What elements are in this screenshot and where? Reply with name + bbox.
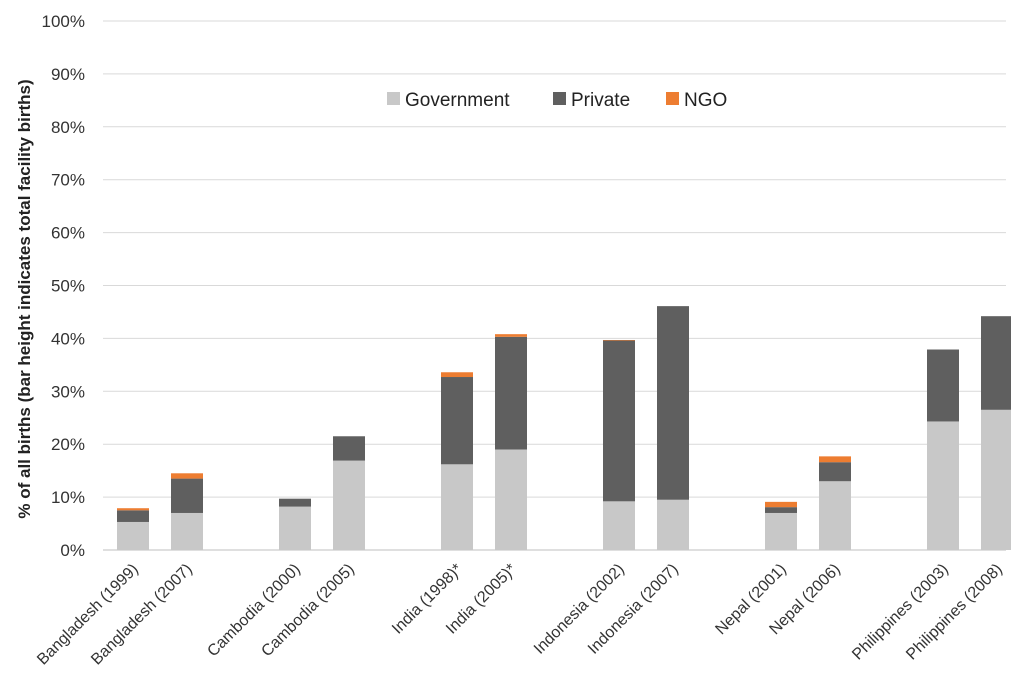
y-tick-labels: 0% 10% 20% 30% 40% 50% 60% 70% 80% 90% 100% — [42, 12, 85, 560]
x-category-label: Bangladesh (2007) — [88, 561, 196, 669]
legend-label-private: Private — [571, 90, 630, 111]
bar-segment-government — [279, 506, 311, 550]
bar-segment-government — [333, 460, 365, 550]
bar-segment-private — [819, 462, 851, 482]
bar-segment-government — [603, 501, 635, 550]
bar-segment-ngo — [819, 456, 851, 463]
x-category-label: Philippines (2008) — [903, 561, 1006, 664]
bar-segment-private — [765, 507, 797, 513]
x-category-label: Philippines (2003) — [849, 561, 952, 664]
y-tick-label: 40% — [51, 329, 85, 348]
bar-segment-ngo — [441, 372, 473, 378]
bar-segment-private — [279, 498, 311, 507]
bar-segment-private — [117, 510, 149, 522]
legend-swatch-private — [553, 92, 566, 105]
bar-segment-private — [657, 306, 689, 500]
y-tick-label: 80% — [51, 118, 85, 137]
bar-segment-private — [333, 436, 365, 461]
bar-segment-government — [117, 521, 149, 550]
legend-swatch-ngo — [666, 92, 679, 105]
bar-segment-government — [981, 409, 1011, 550]
bar-segment-government — [765, 512, 797, 550]
x-category-labels: Bangladesh (1999)Bangladesh (2007) Cambod… — [34, 561, 1006, 669]
legend-label-government: Government — [405, 90, 510, 111]
bar-segment-government — [819, 481, 851, 550]
bar-segment-ngo — [765, 501, 797, 508]
bar-segment-private — [981, 316, 1011, 410]
bar-segment-ngo — [117, 508, 149, 511]
y-axis-title: % of all births (bar height indicates to… — [15, 79, 34, 518]
bar-stacks — [117, 306, 1011, 550]
bar-segment-government — [441, 464, 473, 550]
bar-segment-private — [927, 349, 959, 422]
y-tick-label: 70% — [51, 171, 85, 190]
y-tick-label: 30% — [51, 382, 85, 401]
legend-label-ngo: NGO — [684, 90, 727, 111]
grid-lines — [103, 20, 1006, 551]
bar-segment-government — [495, 449, 527, 550]
bar-segment-ngo — [495, 334, 527, 337]
y-tick-label: 90% — [51, 65, 85, 84]
y-tick-label: 0% — [60, 541, 85, 560]
bar-segment-private — [603, 340, 635, 502]
y-tick-label: 60% — [51, 224, 85, 243]
y-tick-label: 50% — [51, 277, 85, 296]
bar-segment-ngo — [603, 339, 635, 341]
y-tick-label: 10% — [51, 488, 85, 507]
bar-segment-government — [171, 512, 203, 550]
legend: Government Private NGO — [387, 90, 727, 111]
bar-segment-private — [441, 377, 473, 465]
x-category-label: Cambodia (2000) — [204, 561, 303, 660]
bar-segment-private — [495, 336, 527, 450]
y-tick-label: 100% — [42, 12, 85, 31]
bar-segment-government — [657, 499, 689, 550]
x-category-label: Bangladesh (1999) — [34, 561, 142, 669]
x-category-label: Cambodia (2005) — [258, 561, 357, 660]
bar-segment-private — [171, 478, 203, 513]
x-category-label: Indonesia (2002) — [531, 561, 628, 658]
y-tick-label: 20% — [51, 435, 85, 454]
x-category-label: Indonesia (2007) — [585, 561, 682, 658]
legend-swatch-government — [387, 92, 400, 105]
bar-segment-ngo — [171, 473, 203, 479]
bar-segment-government — [927, 421, 959, 550]
